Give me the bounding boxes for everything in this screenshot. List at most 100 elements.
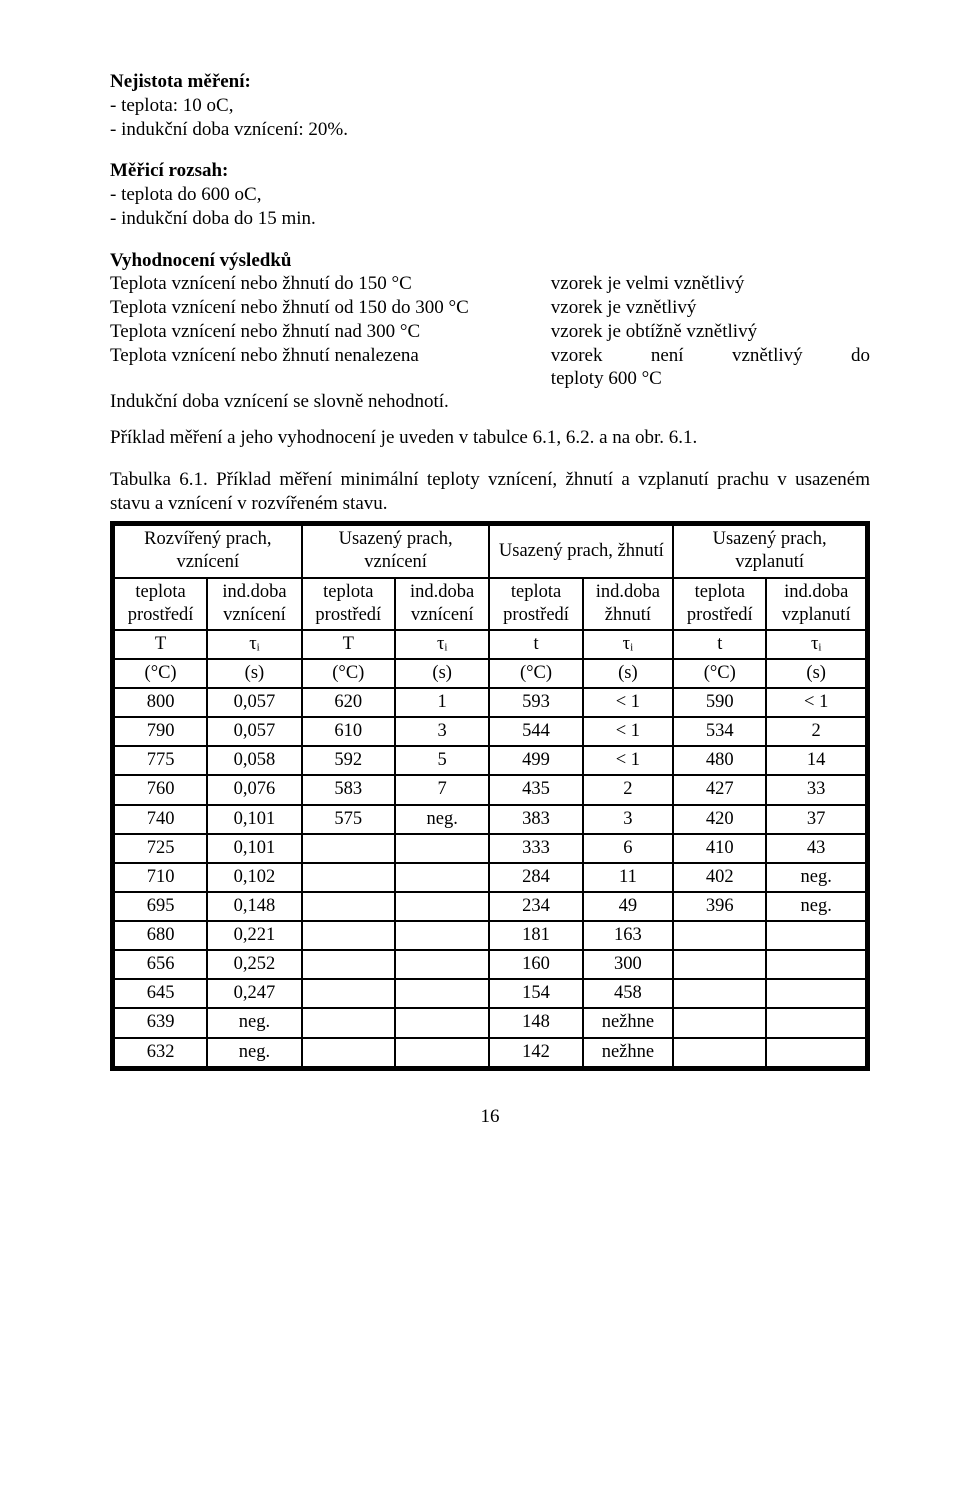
subhdr-2: teplota prostředí	[302, 578, 395, 630]
table-cell	[766, 1038, 867, 1069]
table-cell	[395, 1038, 490, 1069]
sym-3: τᵢ	[395, 630, 490, 659]
table-cell: 0,057	[207, 717, 302, 746]
table-cell: 11	[583, 863, 674, 892]
range-block: Měřicí rozsah: - teplota do 600 oC, - in…	[110, 159, 870, 230]
def-left-5: Indukční doba vznícení se slovně nehodno…	[110, 390, 551, 414]
range-heading: Měřicí rozsah:	[110, 159, 870, 183]
table-cell: 620	[302, 688, 395, 717]
hdr-group-3: Usazený prach, žhnutí	[489, 524, 673, 578]
table-caption: Tabulka 6.1. Příklad měření minimální te…	[110, 468, 870, 516]
def-right-3: vzorek je obtížně vznětlivý	[551, 320, 870, 344]
table-cell	[395, 834, 490, 863]
table-cell: < 1	[583, 717, 674, 746]
table-cell: 0,057	[207, 688, 302, 717]
sym-1: τᵢ	[207, 630, 302, 659]
table-cell: 181	[489, 921, 582, 950]
table-cell: 7	[395, 775, 490, 804]
table-cell: 1	[395, 688, 490, 717]
unit-7: (s)	[766, 659, 867, 688]
def-left-2: Teplota vznícení nebo žhnutí od 150 do 3…	[110, 296, 551, 320]
table-cell: 710	[113, 863, 208, 892]
def-right-4-line2: teploty 600 °C	[551, 367, 870, 391]
table-cell	[302, 1008, 395, 1037]
table-cell	[302, 950, 395, 979]
table-cell	[395, 950, 490, 979]
table-cell: 680	[113, 921, 208, 950]
table-cell: 458	[583, 979, 674, 1008]
unit-6: (°C)	[673, 659, 766, 688]
table-cell: 142	[489, 1038, 582, 1069]
unit-2: (°C)	[302, 659, 395, 688]
sym-7: τᵢ	[766, 630, 867, 659]
table-cell: 427	[673, 775, 766, 804]
table-cell: 639	[113, 1008, 208, 1037]
table-cell	[395, 863, 490, 892]
def-left-4: Teplota vznícení nebo žhnutí nenalezena	[110, 344, 551, 368]
table-cell	[395, 921, 490, 950]
table-cell: 0,076	[207, 775, 302, 804]
subhdr-3: ind.doba vznícení	[395, 578, 490, 630]
sym-4: t	[489, 630, 582, 659]
table-cell: 760	[113, 775, 208, 804]
example-paragraph: Příklad měření a jeho vyhodnocení je uve…	[110, 426, 870, 450]
def-right-4c: vznětlivý	[732, 344, 803, 368]
table-cell: 14	[766, 746, 867, 775]
table-cell: 575	[302, 805, 395, 834]
table-cell: 2	[583, 775, 674, 804]
table-cell: 160	[489, 950, 582, 979]
unit-0: (°C)	[113, 659, 208, 688]
table-cell	[302, 979, 395, 1008]
table-cell: 396	[673, 892, 766, 921]
table-cell: 33	[766, 775, 867, 804]
def-right-4d: do	[851, 344, 870, 368]
table-cell: 37	[766, 805, 867, 834]
table-cell: 383	[489, 805, 582, 834]
table-cell: 3	[583, 805, 674, 834]
sym-5: τᵢ	[583, 630, 674, 659]
range-line2: - indukční doba do 15 min.	[110, 207, 870, 231]
unit-4: (°C)	[489, 659, 582, 688]
table-cell: 49	[583, 892, 674, 921]
unit-5: (s)	[583, 659, 674, 688]
table-cell: 0,101	[207, 805, 302, 834]
table-cell	[395, 1008, 490, 1037]
subhdr-5: ind.doba žhnutí	[583, 578, 674, 630]
hdr-group-4: Usazený prach, vzplanutí	[673, 524, 867, 578]
table-cell: < 1	[583, 746, 674, 775]
table-cell: 0,058	[207, 746, 302, 775]
def-left-1: Teplota vznícení nebo žhnutí do 150 °C	[110, 272, 551, 296]
table-cell: 163	[583, 921, 674, 950]
table-cell: neg.	[766, 892, 867, 921]
table-cell: 590	[673, 688, 766, 717]
subhdr-4: teplota prostředí	[489, 578, 582, 630]
table-cell: 43	[766, 834, 867, 863]
table-cell: 610	[302, 717, 395, 746]
uncertainty-line2: - indukční doba vznícení: 20%.	[110, 118, 870, 142]
table-cell: 534	[673, 717, 766, 746]
data-table-wrap: Rozvířený prach, vznícení Usazený prach,…	[110, 521, 870, 1070]
sym-6: t	[673, 630, 766, 659]
table-cell: neg.	[395, 805, 490, 834]
table-cell	[302, 892, 395, 921]
table-cell: 284	[489, 863, 582, 892]
table-cell: 0,102	[207, 863, 302, 892]
sym-0: T	[113, 630, 208, 659]
def-right-1: vzorek je velmi vznětlivý	[551, 272, 870, 296]
table-cell: 499	[489, 746, 582, 775]
table-cell: 402	[673, 863, 766, 892]
unit-3: (s)	[395, 659, 490, 688]
table-cell	[302, 1038, 395, 1069]
table-cell: 435	[489, 775, 582, 804]
table-cell: 300	[583, 950, 674, 979]
definitions: Teplota vznícení nebo žhnutí do 150 °C T…	[110, 272, 870, 414]
table-cell	[673, 921, 766, 950]
table-cell: 410	[673, 834, 766, 863]
table-cell: 148	[489, 1008, 582, 1037]
table-cell	[395, 892, 490, 921]
table-cell: 0,148	[207, 892, 302, 921]
range-line1: - teplota do 600 oC,	[110, 183, 870, 207]
table-cell: 740	[113, 805, 208, 834]
table-cell: 592	[302, 746, 395, 775]
unit-1: (s)	[207, 659, 302, 688]
